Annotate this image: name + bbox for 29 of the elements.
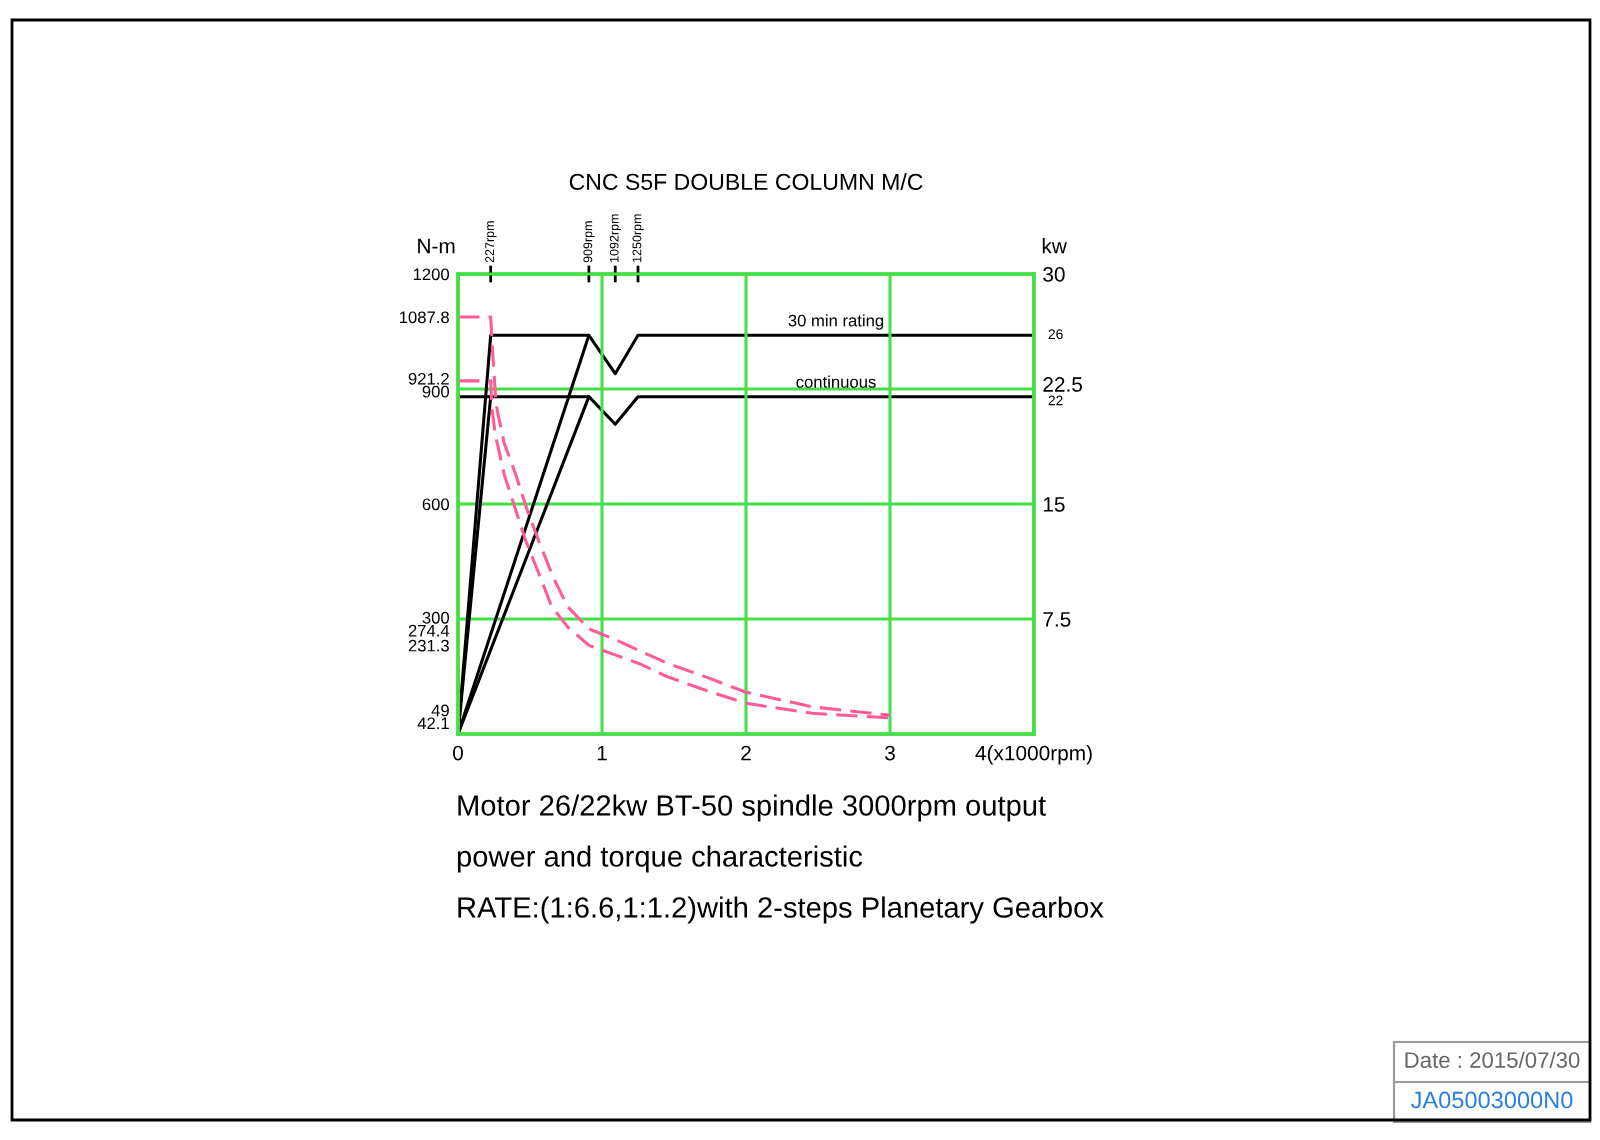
text: RATE:(1:6.6,1:1.2)with 2-steps Planetary Gearbox: [458, 896, 1104, 924]
y2-tick-label: 22.5: [1043, 377, 1083, 392]
text: JA05003000N0: [1410, 1091, 1573, 1109]
y-tick-label: 231.3: [408, 639, 449, 652]
x-tick-label: 2: [741, 745, 751, 761]
y2-tick-label: 15: [1043, 497, 1065, 512]
y2-tick-label: 7.5: [1043, 612, 1071, 627]
text: Date : 2015/07/30: [1405, 1051, 1580, 1068]
y2-tick-label: 30: [1043, 267, 1065, 282]
y-tick-label: 42.1: [417, 717, 449, 730]
y-tick-label: 274.4: [408, 624, 450, 637]
text: power and torque characteristic: [457, 845, 863, 873]
y-tick-label: 1200: [413, 268, 450, 281]
series-label: continuous: [796, 375, 876, 388]
y-tick-label: 600: [422, 498, 450, 511]
y-axis-title: N-m: [418, 238, 455, 254]
y-tick-label: 300: [422, 611, 450, 624]
y-tick-label: 900: [422, 385, 450, 398]
x-tick-label: 1: [597, 745, 607, 761]
x-tick-label: 4(x1000rpm): [975, 745, 1092, 765]
text: Motor 26/22kw BT-50 spindle 3000rpm output: [458, 794, 1046, 822]
series-label: 30 min rating: [788, 314, 884, 330]
y2-axis-title: kw: [1042, 238, 1067, 254]
y-tick-label: 1087.8: [399, 311, 449, 324]
x-tick-label: 0: [453, 745, 463, 761]
chart-title: CNC S5F DOUBLE COLUMN M/C: [569, 173, 923, 191]
y-tick-label: 921.2: [408, 372, 449, 385]
x-tick-label: 3: [885, 745, 895, 761]
y-tick-label: 49: [431, 704, 449, 717]
